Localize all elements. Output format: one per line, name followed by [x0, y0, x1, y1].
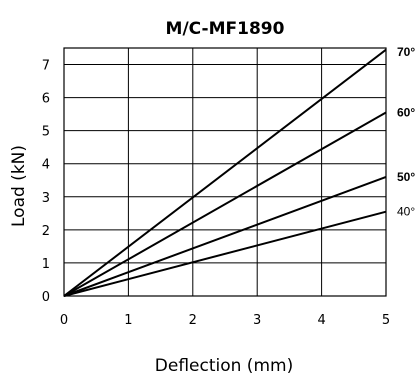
x-tick-label: 2	[189, 313, 197, 328]
y-tick-label: 6	[42, 92, 50, 107]
series-line	[63, 111, 387, 297]
y-tick-label: 7	[42, 59, 50, 74]
series-label: 60°	[397, 105, 415, 119]
x-tick-label: 0	[60, 313, 68, 328]
x-tick-label: 5	[382, 313, 390, 328]
y-tick-label: 1	[42, 257, 50, 272]
y-tick-label: 0	[42, 290, 50, 305]
series-lines	[63, 48, 387, 297]
series-labels: 70° 60° 50° 40°	[397, 45, 415, 219]
series-line	[63, 176, 387, 297]
x-tick-label: 4	[317, 313, 325, 328]
grid	[63, 47, 387, 297]
series-label: 40°	[397, 205, 415, 219]
x-tick-label: 1	[124, 313, 132, 328]
y-tick-label: 5	[42, 125, 50, 140]
series-line	[63, 210, 387, 297]
x-axis-label: Deflection (mm)	[155, 356, 293, 376]
y-tick-label: 2	[42, 224, 50, 239]
y-axis-label: Load (kN)	[9, 145, 29, 227]
series-label: 70°	[397, 45, 415, 59]
series-label: 50°	[397, 170, 415, 184]
tick-labels: 0 1 2 3 4 5 0 1 2 3 4 5 6 7	[42, 59, 390, 328]
series-line	[63, 48, 387, 297]
chart-title: M/C-MF1890	[166, 19, 285, 39]
y-tick-label: 3	[42, 191, 50, 206]
y-tick-label: 4	[42, 158, 50, 173]
plot-frame	[63, 47, 387, 297]
x-tick-label: 3	[253, 313, 261, 328]
